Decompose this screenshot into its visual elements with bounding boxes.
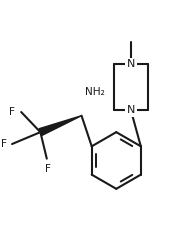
Text: N: N xyxy=(127,60,135,69)
Text: NH₂: NH₂ xyxy=(85,87,105,97)
Text: F: F xyxy=(9,107,15,117)
Text: F: F xyxy=(45,164,51,174)
Polygon shape xyxy=(39,116,81,136)
Text: F: F xyxy=(1,139,7,149)
Text: N: N xyxy=(127,105,135,115)
